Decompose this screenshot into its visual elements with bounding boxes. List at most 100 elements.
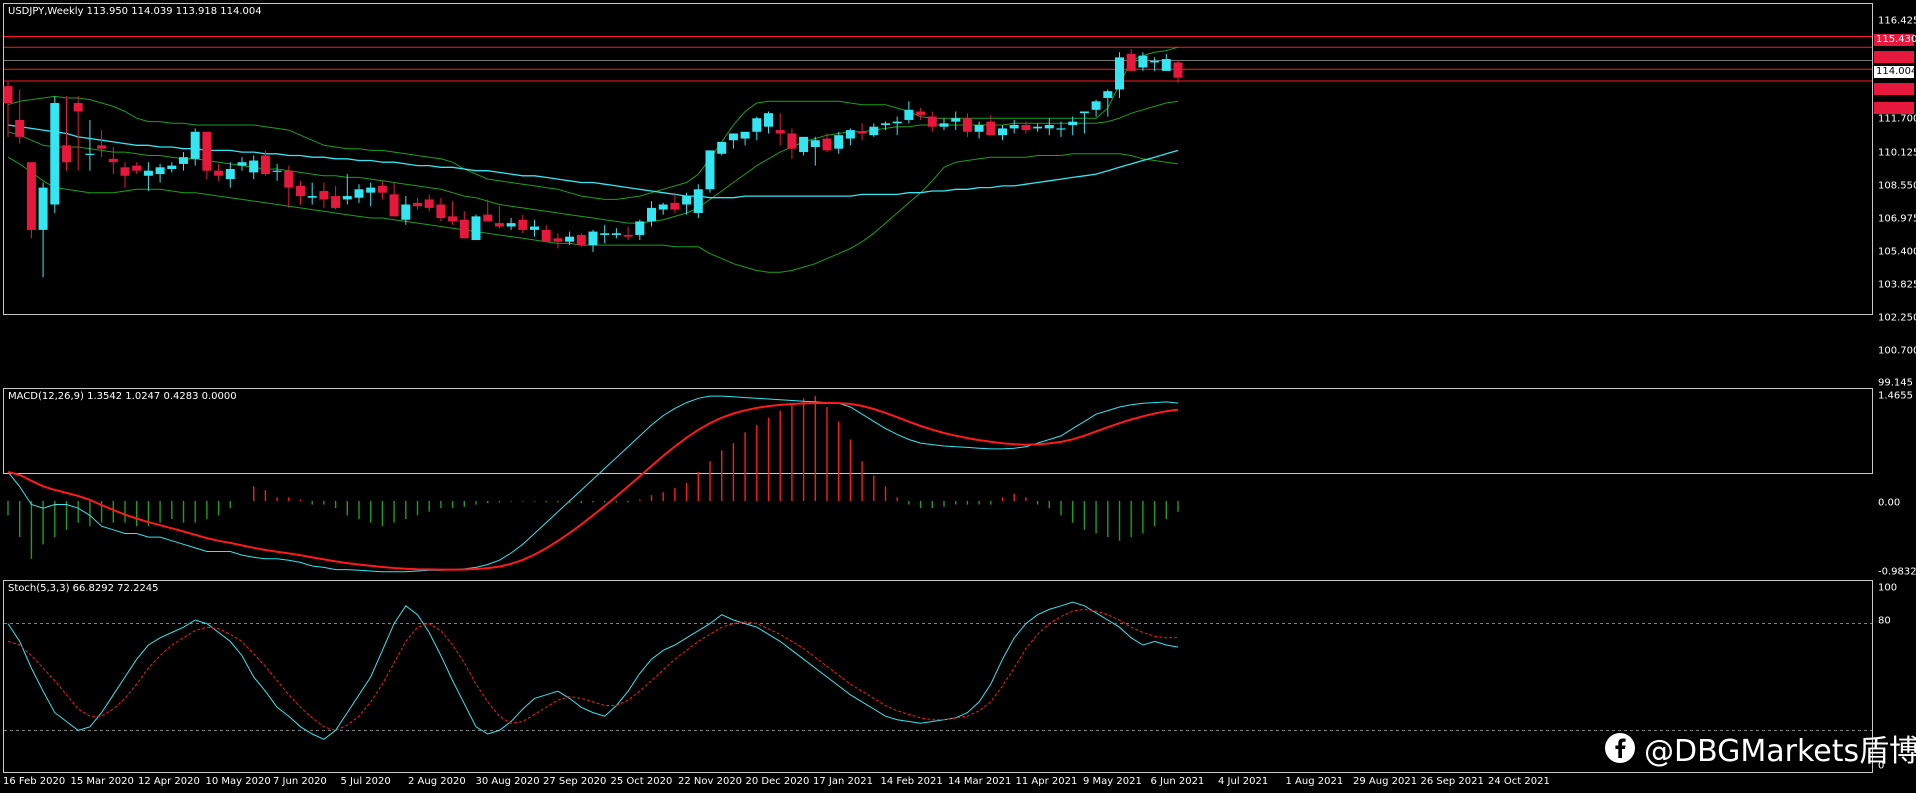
candle-body <box>1150 60 1160 63</box>
candle-body <box>845 130 855 139</box>
time-tick: 25 Oct 2020 <box>610 776 673 787</box>
candle-body <box>1138 55 1148 68</box>
candle-body <box>962 118 972 132</box>
watermark: @DBGMarkets盾博 <box>1604 726 1916 770</box>
candle-body <box>307 196 317 198</box>
candle-body <box>728 133 738 141</box>
candle-body <box>1173 62 1183 78</box>
candle-body <box>951 118 961 122</box>
candle-body <box>413 202 422 207</box>
candle-body <box>787 133 797 149</box>
candle-body <box>530 226 539 230</box>
price-tick: 111.700 <box>1878 113 1916 125</box>
candle-body <box>600 233 610 235</box>
candle-body <box>120 167 130 176</box>
time-tick: 12 Apr 2020 <box>138 776 200 787</box>
macd-signal-line <box>7 401 1179 571</box>
candle-body <box>506 223 516 227</box>
candle-body <box>237 162 247 166</box>
watermark-text: @DBGMarkets盾博 <box>1644 734 1916 769</box>
stoch-signal-line <box>7 608 1179 731</box>
bollinger-lower-line <box>7 153 1179 273</box>
candle-body <box>143 170 153 176</box>
macd-tick: 1.4655 <box>1878 390 1913 402</box>
candle-body <box>1126 53 1136 71</box>
candle-body <box>389 194 399 217</box>
candle-body <box>518 219 528 230</box>
candle-body <box>705 150 715 190</box>
time-tick: 2 Aug 2020 <box>408 776 466 787</box>
candle-body <box>658 204 668 210</box>
candle-body <box>331 196 341 208</box>
candle-body <box>249 160 259 173</box>
candle-body <box>471 216 481 241</box>
level-price-tag <box>1874 102 1914 114</box>
symbol-header: USDJPY,Weekly 113.950 114.039 113.918 11… <box>8 6 262 17</box>
candle-body <box>834 135 844 149</box>
stoch-tick: 100 <box>1878 582 1898 594</box>
candle-body <box>635 221 645 235</box>
candle-body <box>764 113 773 127</box>
candle-body <box>225 168 235 180</box>
candle-body <box>775 130 785 134</box>
candle-body <box>1021 125 1031 131</box>
bollinger-upper-line <box>7 46 1179 200</box>
candle-body <box>97 145 107 149</box>
time-tick: 9 May 2021 <box>1083 776 1142 787</box>
candle-body <box>553 238 563 242</box>
candle-body <box>927 116 937 127</box>
candle-body <box>214 170 224 176</box>
time-tick: 29 Aug 2021 <box>1353 776 1418 787</box>
candle-body <box>717 141 727 154</box>
candle-body <box>260 155 270 175</box>
candle-body <box>1044 125 1054 129</box>
price-tick: 105.400 <box>1878 246 1916 258</box>
candle-body <box>284 170 294 188</box>
candle-body <box>1103 91 1113 98</box>
candle-body <box>459 219 469 239</box>
candle-body <box>1033 126 1043 129</box>
candle-body <box>869 126 879 136</box>
level-price-tag <box>1874 51 1914 63</box>
candle-body <box>693 189 703 213</box>
time-tick: 20 Dec 2020 <box>745 776 810 787</box>
candle-body <box>494 223 504 227</box>
price-tick: 108.550 <box>1878 180 1916 192</box>
time-tick: 6 Jun 2021 <box>1150 776 1205 787</box>
price-panel[interactable]: USDJPY,Weekly 113.950 114.039 113.918 11… <box>3 3 1873 315</box>
candle-body <box>1161 59 1171 71</box>
time-tick: 30 Aug 2020 <box>475 776 540 787</box>
candle-body <box>167 165 177 169</box>
candle-body <box>1079 111 1089 114</box>
candle-body <box>1056 128 1066 130</box>
level-price-tag: 115.430 <box>1874 34 1916 46</box>
candle-body <box>822 138 832 151</box>
stochastic-panel[interactable]: Stoch(5,3,3) 66.8292 72.2245 <box>3 580 1873 773</box>
candle-body <box>483 214 493 222</box>
candle-body <box>565 236 575 242</box>
candle-body <box>611 233 621 235</box>
time-tick: 16 Feb 2020 <box>3 776 66 787</box>
price-tick: 103.825 <box>1878 279 1916 291</box>
macd-panel[interactable]: MACD(12,26,9) 1.3542 1.0247 0.4283 0.000… <box>3 388 1873 474</box>
time-tick: 5 Jul 2020 <box>340 776 391 787</box>
time-tick: 7 Jun 2020 <box>273 776 327 787</box>
candle-body <box>682 196 692 205</box>
macd-label: MACD(12,26,9) 1.3542 1.0247 0.4283 0.000… <box>8 391 237 402</box>
candle-body <box>3 86 13 104</box>
time-tick: 24 Oct 2021 <box>1488 776 1550 787</box>
candle-body <box>62 145 71 163</box>
candle-body <box>296 185 305 197</box>
candle-body <box>541 229 551 242</box>
macd-tick: -0.9832 <box>1878 566 1916 578</box>
price-tick: 110.125 <box>1878 147 1916 159</box>
candle-body <box>647 207 656 222</box>
macd-tick: 0.00 <box>1878 497 1901 509</box>
candle-body <box>881 123 890 126</box>
candle-body <box>15 119 25 137</box>
time-tick: 11 Apr 2021 <box>1015 776 1078 787</box>
candle-body <box>986 121 996 136</box>
candle-body <box>354 189 364 198</box>
candle-body <box>377 185 387 193</box>
